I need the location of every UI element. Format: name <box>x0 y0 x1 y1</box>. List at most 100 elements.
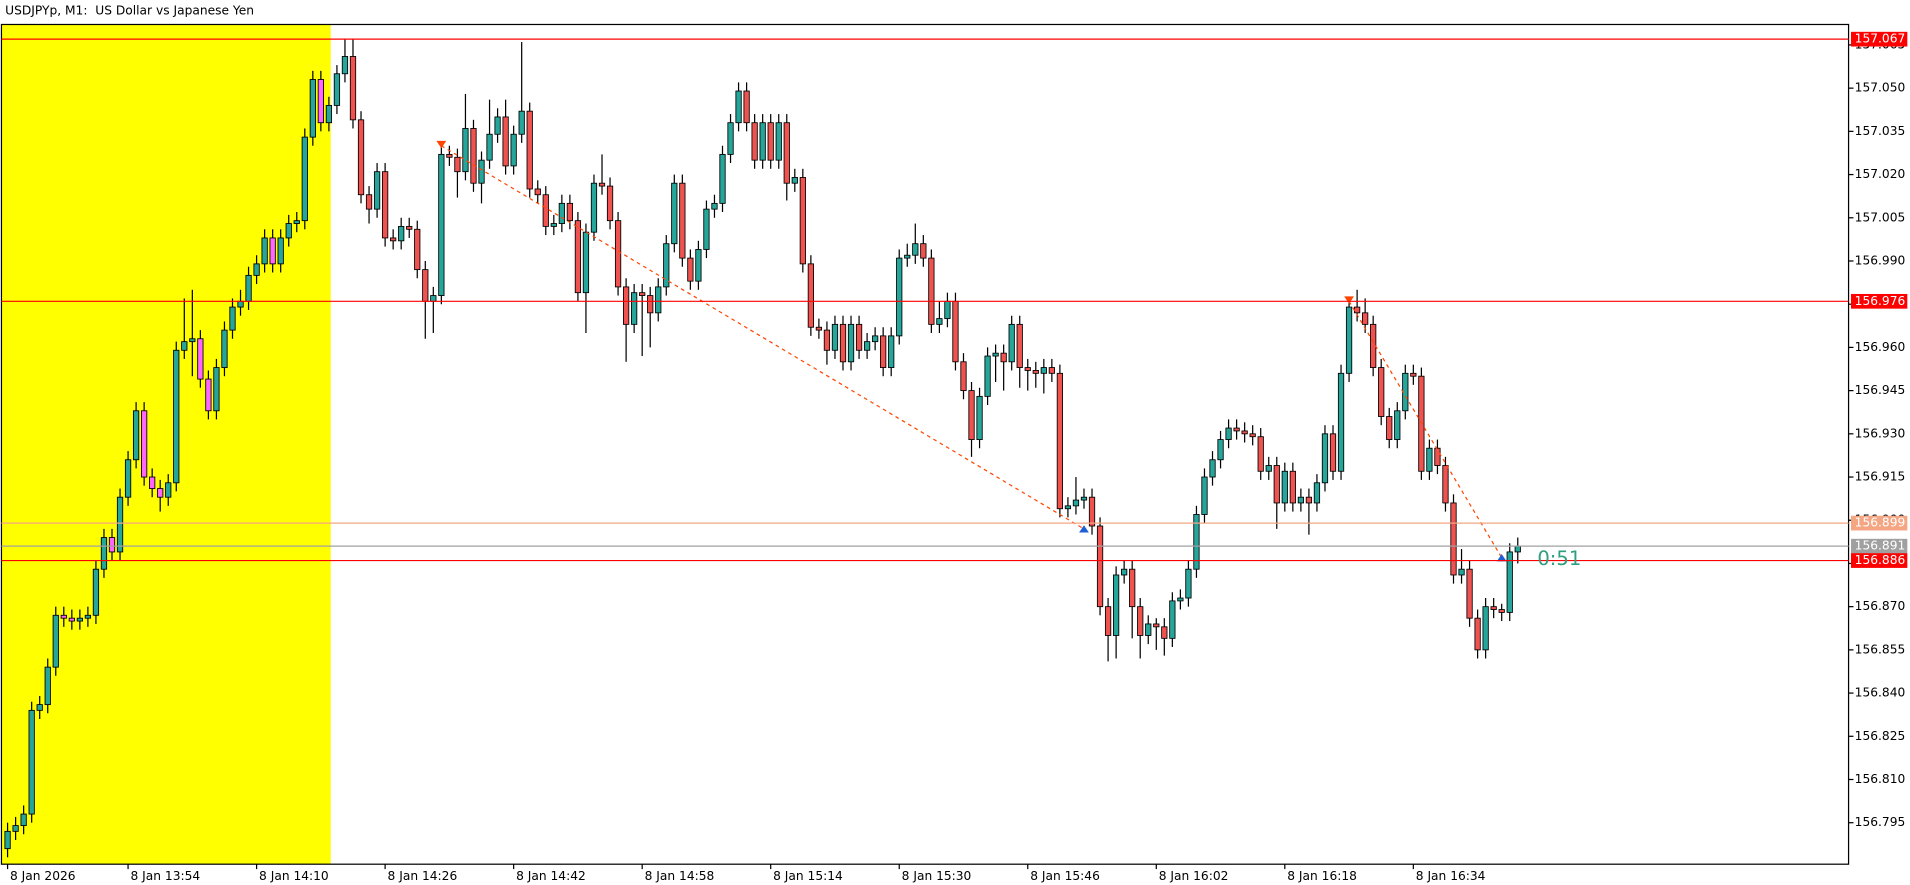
candle-body <box>695 249 702 282</box>
candle-body <box>1249 433 1256 438</box>
candle-body <box>398 225 405 242</box>
candle-body <box>486 133 493 161</box>
candle-body <box>1482 606 1489 651</box>
candle-body <box>60 614 67 619</box>
candle-body <box>317 79 324 124</box>
candle-body <box>301 136 308 222</box>
x-tick-label: 8 Jan 2026 <box>10 869 76 883</box>
candle-body <box>622 286 630 325</box>
candle-body <box>823 329 831 351</box>
candle-body <box>430 295 437 302</box>
candle-body <box>341 56 349 75</box>
candle-body <box>1273 465 1280 504</box>
candle-body <box>141 410 148 478</box>
candle-body <box>237 300 244 308</box>
candle-body <box>406 225 413 230</box>
candle-body <box>510 133 517 167</box>
candle-body <box>76 617 83 622</box>
candle-body <box>1394 410 1401 441</box>
y-tick-label: 157.035 <box>1855 124 1906 138</box>
candle-body <box>679 182 686 259</box>
candle-body <box>478 159 485 184</box>
candle-body <box>1426 447 1433 472</box>
y-tick-label: 156.945 <box>1855 383 1906 397</box>
candle-body <box>1177 597 1184 602</box>
y-tick-label: 156.855 <box>1855 642 1906 656</box>
candle-body <box>1490 606 1497 610</box>
candle-body <box>181 341 188 351</box>
candle-body <box>1088 496 1096 527</box>
candle-body <box>1353 306 1361 314</box>
candle-body <box>1225 427 1232 441</box>
exit-arrow <box>1079 525 1089 533</box>
candle-body <box>631 292 638 325</box>
candle-body <box>582 231 590 294</box>
candle-body <box>550 223 557 227</box>
candle-body <box>44 666 51 706</box>
candle-body <box>325 104 333 124</box>
candle-body <box>1329 433 1337 472</box>
candle-body <box>751 122 758 161</box>
candle-body <box>1378 367 1385 417</box>
candle-body <box>100 537 108 570</box>
y-tick-label: 157.050 <box>1855 81 1906 95</box>
y-tick-label: 156.930 <box>1855 426 1906 440</box>
candle-body <box>92 568 100 616</box>
candle-body <box>1112 574 1120 636</box>
x-tick-label: 8 Jan 15:30 <box>902 869 972 883</box>
candle-body <box>639 292 646 296</box>
x-tick-label: 8 Jan 16:18 <box>1287 869 1357 883</box>
candle-body <box>1442 465 1449 504</box>
price-level-label: 156.891 <box>1855 539 1906 553</box>
candle-body <box>373 171 381 210</box>
candle-body <box>671 182 678 245</box>
price-level-tag <box>1851 538 1908 554</box>
candle-body <box>839 323 847 363</box>
candle-body <box>687 257 694 282</box>
candle-body <box>727 122 734 155</box>
candle-body <box>1000 352 1007 363</box>
price-level-tag <box>1851 553 1908 568</box>
price-level-label: 156.899 <box>1855 516 1906 530</box>
plot-frame <box>0 23 1850 865</box>
candle-body <box>775 122 782 161</box>
candle-body <box>349 56 357 121</box>
candle-body <box>390 237 397 242</box>
candle-body <box>1289 470 1296 504</box>
candle-body <box>904 254 911 259</box>
candle-body <box>1305 496 1313 504</box>
candle-body <box>173 349 180 484</box>
candle-body <box>735 90 742 124</box>
exit-arrow <box>1496 554 1507 562</box>
candle-body <box>381 171 389 239</box>
candle-body <box>245 274 252 302</box>
candle-body <box>149 476 156 489</box>
candle-body <box>165 482 172 498</box>
candle-body <box>1209 459 1216 478</box>
candle-body <box>189 338 196 343</box>
candle-body <box>968 390 975 441</box>
candle-body <box>1201 476 1208 515</box>
y-tick-label: 156.840 <box>1855 686 1906 700</box>
candle-body <box>863 341 871 351</box>
candle-body <box>253 263 260 276</box>
candle-body <box>992 352 999 357</box>
candle-body <box>807 263 814 328</box>
candle-body <box>1321 433 1329 484</box>
candle-body <box>1337 372 1345 472</box>
candle-body <box>28 709 35 815</box>
candle-body <box>108 537 116 553</box>
candle-body <box>542 194 549 227</box>
candle-body <box>960 361 967 392</box>
candle-body <box>52 614 59 668</box>
candle-body <box>1474 617 1481 651</box>
candle-body <box>36 704 43 711</box>
x-tick-label: 8 Jan 13:54 <box>131 869 201 883</box>
candle-body <box>124 459 132 498</box>
candle-body <box>1410 372 1417 377</box>
candle-body <box>1161 626 1168 639</box>
candle-body <box>1466 568 1473 619</box>
candle-body <box>68 617 75 622</box>
candle-body <box>719 153 726 204</box>
candle-body <box>759 122 766 161</box>
